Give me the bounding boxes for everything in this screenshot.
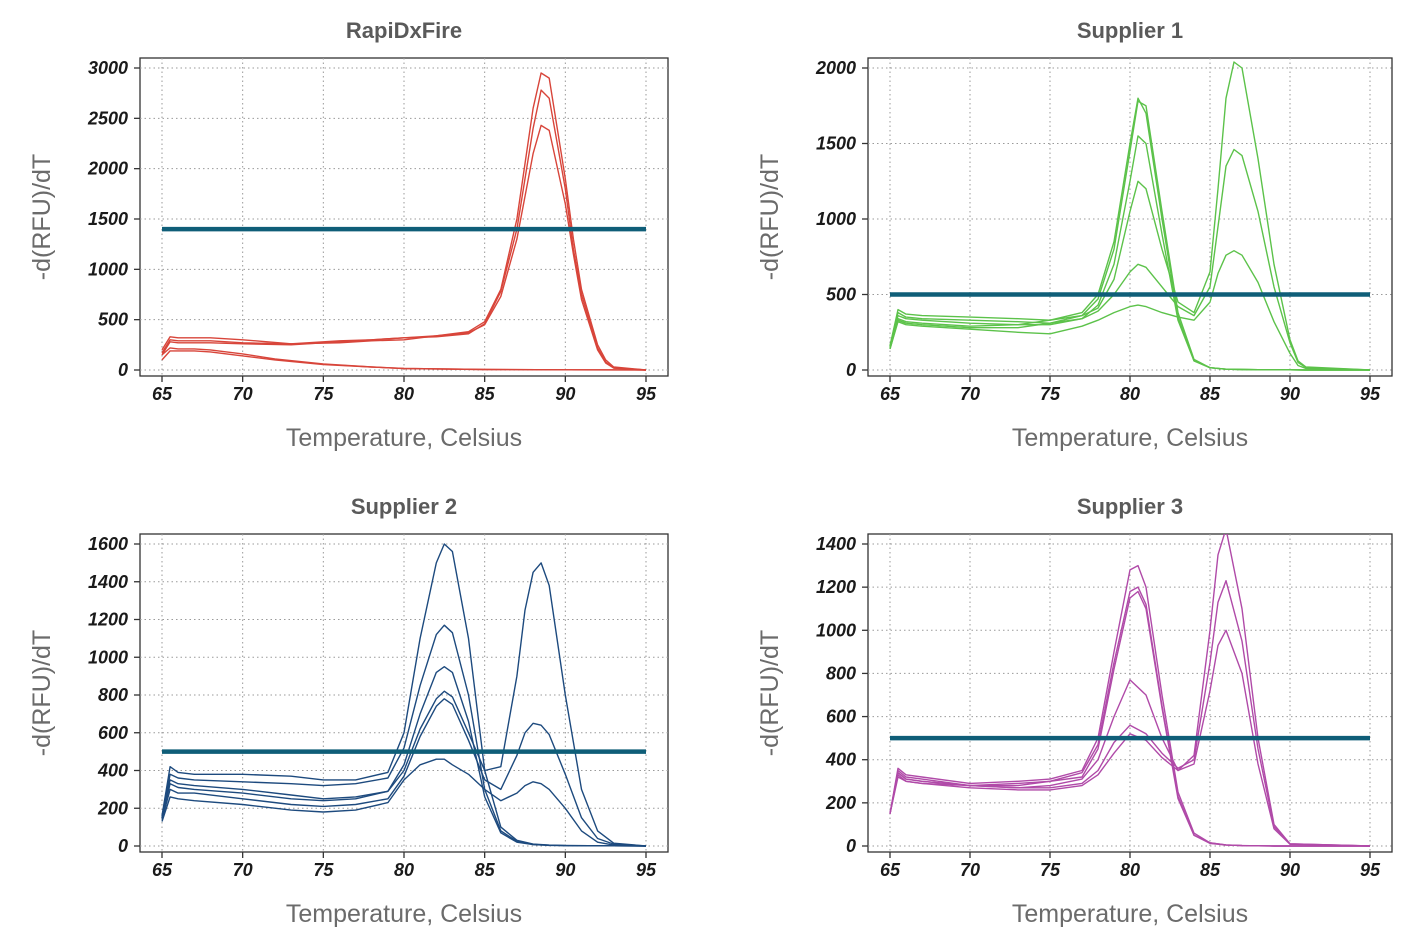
series-line-2: [161, 89, 647, 371]
x-tick-label: 70: [960, 860, 980, 880]
y-tick-label: 800: [98, 685, 128, 705]
y-tick-label: 1200: [88, 610, 128, 630]
x-tick-label: 80: [1120, 860, 1140, 880]
x-tick-label: 80: [394, 860, 414, 880]
x-tick-label: 90: [1280, 384, 1300, 404]
y-tick-label: 1200: [816, 577, 856, 597]
x-tick-label: 70: [960, 384, 980, 404]
series-line-1: [161, 72, 647, 371]
x-tick-label: 90: [555, 860, 575, 880]
series-line-4: [161, 562, 647, 847]
x-tick-label: 65: [880, 384, 901, 404]
series-group: [889, 61, 1371, 371]
y-tick-label: 1400: [88, 572, 128, 592]
y-tick-label: 1400: [816, 534, 856, 554]
y-tick-label: 1000: [88, 647, 128, 667]
x-tick-label: 80: [1120, 384, 1140, 404]
x-tick-label: 85: [475, 860, 496, 880]
y-axis-label: -d(RFU)/dT: [756, 630, 784, 756]
plot-frame: [867, 57, 1393, 377]
chart-title: RapiDxFire: [346, 18, 462, 43]
x-tick-label: 85: [1200, 860, 1221, 880]
y-tick-label: 500: [826, 285, 856, 305]
x-tick-label: 75: [1040, 384, 1061, 404]
chart-panel-2: 65 70 75 80 85 90 95 0 500 1000 1500 2000 Supplier 1…: [756, 18, 1393, 452]
series-line-5: [889, 148, 1371, 371]
x-axis-label: Temperature, Celsius: [1012, 900, 1248, 928]
y-tick-label: 1000: [88, 259, 128, 279]
x-axis-label: Temperature, Celsius: [286, 424, 522, 452]
x-tick-label: 75: [313, 860, 334, 880]
series-line-3: [161, 124, 647, 371]
x-tick-label: 75: [313, 384, 334, 404]
x-axis-label: Temperature, Celsius: [1012, 424, 1248, 452]
chart-panel-4: 65 70 75 80 85 90 95 0 200 400 600 800 1000 1200 1400 S…: [756, 494, 1393, 928]
y-tick-label: 400: [825, 750, 856, 770]
y-tick-label: 1500: [816, 134, 856, 154]
y-tick-label: 0: [846, 360, 856, 380]
x-tick-label: 65: [880, 860, 901, 880]
y-tick-label: 600: [98, 723, 128, 743]
y-tick-label: 0: [846, 836, 856, 856]
series-line-3: [161, 666, 647, 847]
x-tick-label: 65: [152, 384, 173, 404]
y-tick-label: 2000: [87, 159, 128, 179]
chart-panel-3: 65 70 75 80 85 90 95 0 200 400 600 800 1000 1200 1400 1…: [28, 494, 669, 928]
x-tick-label: 95: [636, 860, 657, 880]
plot-frame: [139, 57, 669, 377]
y-tick-label: 3000: [88, 58, 128, 78]
x-axis-label: Temperature, Celsius: [286, 900, 522, 928]
chart-title: Supplier 3: [1077, 494, 1183, 519]
x-tick-label: 75: [1040, 860, 1061, 880]
y-tick-label: 200: [825, 793, 856, 813]
y-axis-label: -d(RFU)/dT: [28, 630, 56, 756]
series-line-6: [161, 758, 647, 847]
chart-title: Supplier 2: [351, 494, 457, 519]
y-tick-label: 0: [118, 836, 128, 856]
x-tick-label: 70: [233, 860, 253, 880]
y-tick-label: 2000: [815, 58, 856, 78]
x-tick-label: 95: [1360, 860, 1381, 880]
y-tick-label: 200: [97, 798, 128, 818]
y-tick-label: 1600: [88, 534, 128, 554]
series-group: [161, 72, 647, 371]
x-tick-label: 85: [475, 384, 496, 404]
series-line-3: [889, 135, 1370, 371]
series-line-5: [161, 698, 647, 847]
series-line-4: [889, 61, 1371, 371]
chart-title: Supplier 1: [1077, 18, 1183, 43]
x-tick-label: 95: [1360, 384, 1381, 404]
series-group: [161, 543, 647, 847]
series-line-5: [889, 580, 1371, 847]
y-tick-label: 400: [97, 761, 128, 781]
x-tick-label: 95: [636, 384, 657, 404]
x-tick-label: 70: [233, 384, 253, 404]
y-tick-label: 2500: [87, 108, 128, 128]
y-tick-label: 1000: [816, 620, 856, 640]
y-tick-label: 600: [826, 707, 856, 727]
x-tick-label: 80: [394, 384, 414, 404]
x-tick-label: 65: [152, 860, 173, 880]
y-tick-label: 1500: [88, 209, 128, 229]
y-tick-label: 500: [98, 310, 128, 330]
y-axis-label: -d(RFU)/dT: [756, 154, 784, 280]
series-group: [889, 534, 1371, 847]
x-tick-label: 90: [555, 384, 575, 404]
chart-panel-1: 65 70 75 80 85 90 95 0 500 1000 1500 2000 2500 3000 Ra…: [28, 18, 669, 452]
series-line-5: [161, 350, 647, 371]
y-tick-label: 800: [826, 663, 856, 683]
x-tick-label: 90: [1280, 860, 1300, 880]
y-tick-label: 0: [118, 360, 128, 380]
series-line-6: [889, 249, 1371, 371]
y-tick-label: 1000: [816, 209, 856, 229]
x-tick-label: 85: [1200, 384, 1221, 404]
y-axis-label: -d(RFU)/dT: [28, 154, 56, 280]
